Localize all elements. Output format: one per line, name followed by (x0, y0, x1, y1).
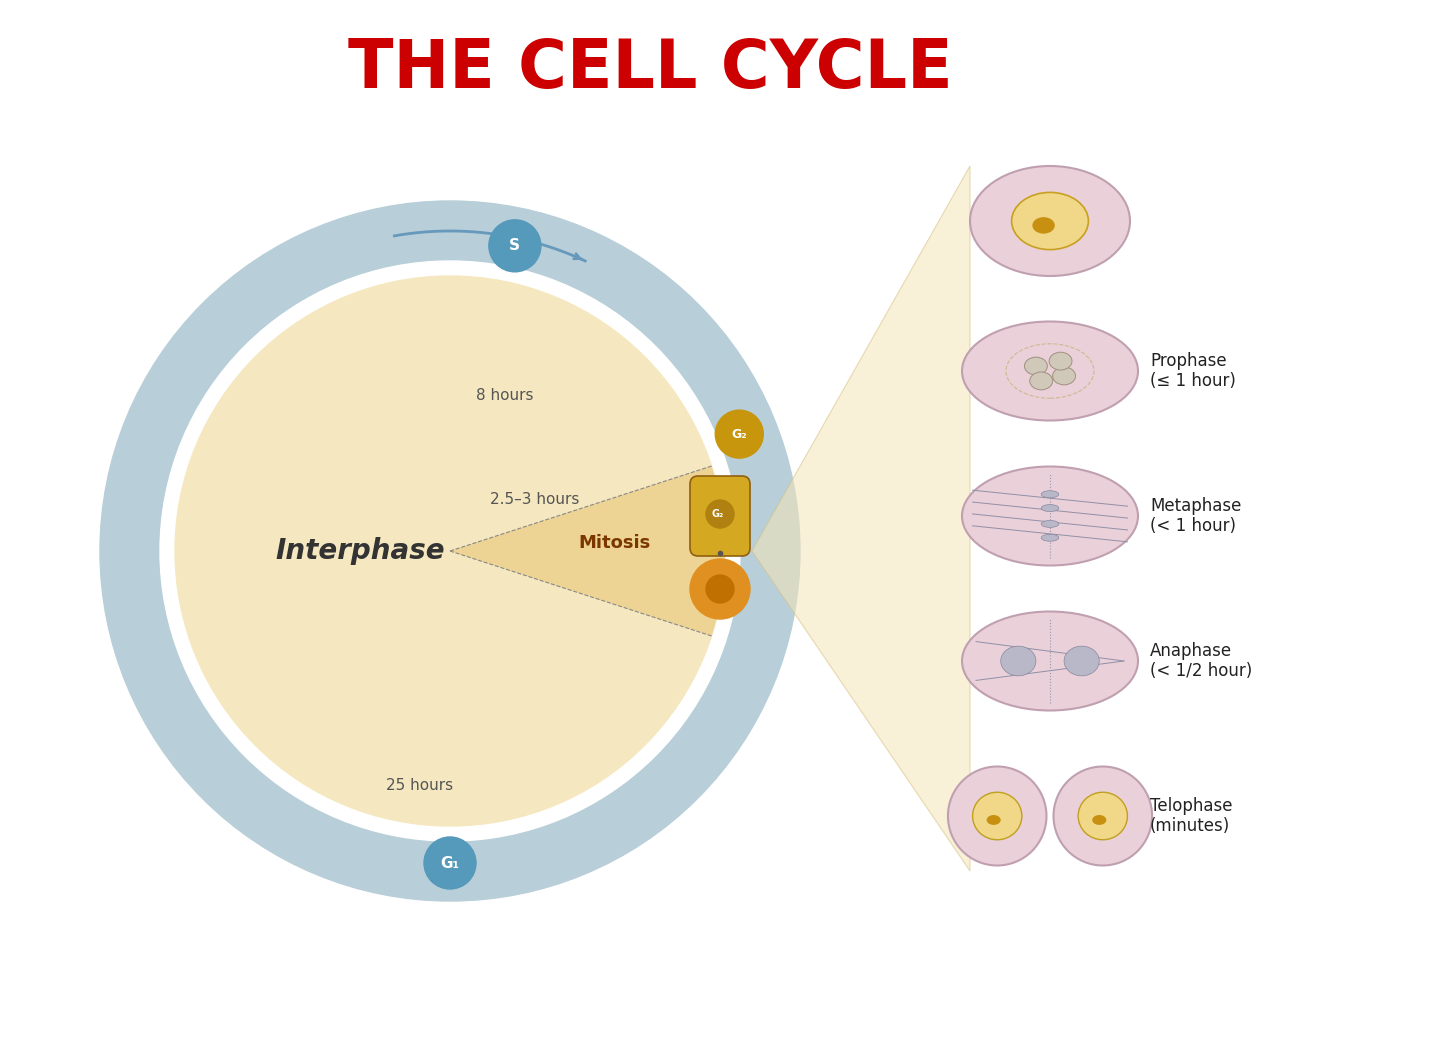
Text: 8 hours: 8 hours (477, 389, 534, 404)
Circle shape (99, 201, 801, 901)
Text: G₂: G₂ (711, 509, 724, 519)
Ellipse shape (962, 612, 1138, 710)
Ellipse shape (1032, 218, 1054, 233)
Text: Anaphase
(< 1/2 hour): Anaphase (< 1/2 hour) (1151, 641, 1253, 680)
Ellipse shape (1041, 504, 1058, 512)
Ellipse shape (971, 166, 1130, 276)
Circle shape (706, 575, 734, 603)
Ellipse shape (962, 322, 1138, 420)
Ellipse shape (1001, 646, 1035, 676)
Text: THE CELL CYCLE: THE CELL CYCLE (347, 36, 952, 102)
Text: G₂: G₂ (732, 428, 747, 440)
Wedge shape (449, 466, 724, 636)
Ellipse shape (962, 467, 1138, 565)
Ellipse shape (1064, 646, 1099, 676)
Ellipse shape (1041, 491, 1058, 498)
Ellipse shape (1050, 352, 1071, 370)
Ellipse shape (1054, 766, 1152, 866)
Circle shape (488, 220, 541, 272)
Circle shape (706, 500, 734, 528)
Circle shape (716, 410, 763, 458)
Ellipse shape (972, 792, 1022, 840)
Ellipse shape (1024, 357, 1047, 375)
Circle shape (92, 193, 808, 909)
FancyBboxPatch shape (690, 476, 750, 556)
Ellipse shape (1079, 792, 1128, 840)
Text: Mitosis: Mitosis (579, 534, 651, 552)
Ellipse shape (948, 766, 1047, 866)
Ellipse shape (986, 815, 1001, 825)
Circle shape (690, 559, 750, 619)
Ellipse shape (1041, 534, 1058, 541)
Ellipse shape (1053, 367, 1076, 385)
Ellipse shape (1030, 372, 1053, 390)
Circle shape (160, 261, 740, 841)
Text: G₁: G₁ (441, 856, 459, 870)
Text: Interphase: Interphase (275, 537, 445, 565)
Text: S: S (510, 239, 520, 253)
Circle shape (423, 837, 477, 889)
Text: 25 hours: 25 hours (386, 779, 454, 794)
Text: Metaphase
(< 1 hour): Metaphase (< 1 hour) (1151, 497, 1241, 535)
Ellipse shape (1093, 815, 1106, 825)
Ellipse shape (1011, 192, 1089, 249)
Ellipse shape (1041, 520, 1058, 528)
Circle shape (176, 276, 724, 826)
Polygon shape (752, 166, 971, 871)
Text: Telophase
(minutes): Telophase (minutes) (1151, 797, 1233, 836)
Text: Prophase
(≤ 1 hour): Prophase (≤ 1 hour) (1151, 352, 1236, 390)
Text: 2.5–3 hours: 2.5–3 hours (490, 492, 580, 507)
